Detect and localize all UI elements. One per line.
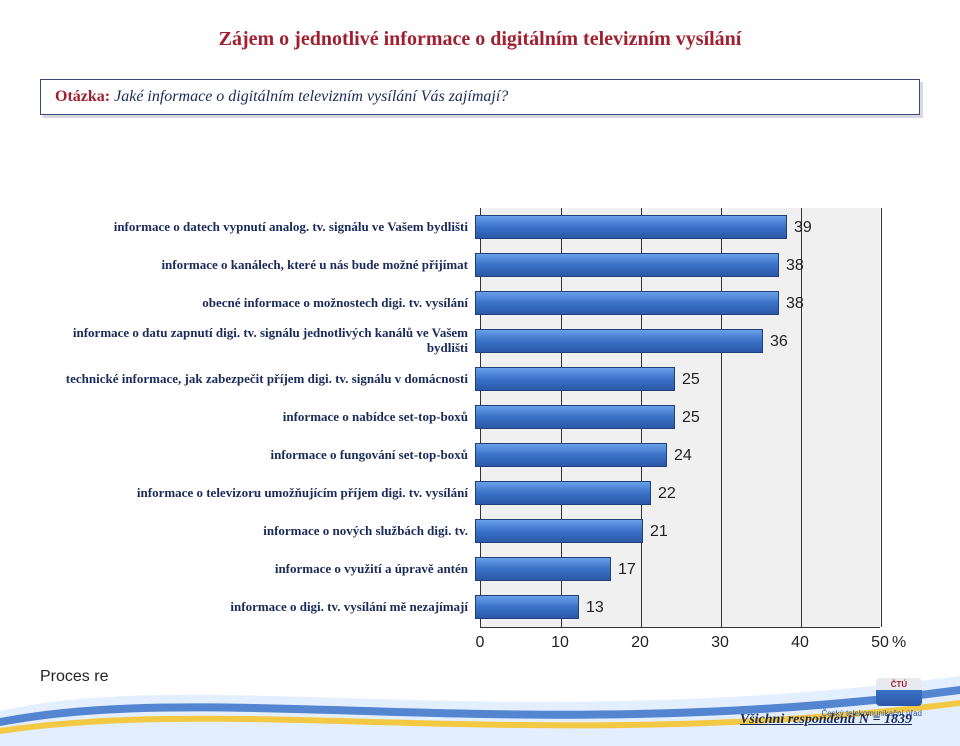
footer-sample-size: Všichni respondenti N = 1839: [740, 712, 912, 728]
bar-track: 25: [474, 405, 874, 429]
bar-value: 22: [658, 482, 676, 506]
bar: 25: [475, 367, 675, 391]
bar-track: 21: [474, 519, 874, 543]
chart-row: informace o nových službách digi. tv.21: [60, 514, 880, 548]
ctu-logo-base: [876, 690, 922, 706]
bar-value: 24: [674, 444, 692, 468]
bar: 17: [475, 557, 611, 581]
chart-row: obecné informace o možnostech digi. tv. …: [60, 286, 880, 320]
row-label: informace o kanálech, které u nás bude m…: [60, 258, 474, 273]
bar-track: 24: [474, 443, 874, 467]
bar: 13: [475, 595, 579, 619]
bar: 38: [475, 253, 779, 277]
x-tick: 40: [791, 634, 809, 652]
x-tick: 10: [551, 634, 569, 652]
bar-value: 39: [794, 216, 812, 240]
row-label: informace o nabídce set-top-boxů: [60, 410, 474, 425]
row-label: informace o využití a úpravě antén: [60, 562, 474, 577]
bar-track: 38: [474, 291, 874, 315]
x-tick: 0: [476, 634, 485, 652]
x-tick: 50: [871, 634, 889, 652]
chart-row: technické informace, jak zabezpečit příj…: [60, 362, 880, 396]
chart-row: informace o datu zapnutí digi. tv. signá…: [60, 324, 880, 358]
bar-value: 13: [586, 596, 604, 620]
chart-row: informace o fungování set-top-boxů24: [60, 438, 880, 472]
bar-track: 36: [474, 329, 874, 353]
bar-track: 22: [474, 481, 874, 505]
bar-value: 38: [786, 292, 804, 316]
row-label: informace o datech vypnutí analog. tv. s…: [60, 220, 474, 235]
chart-row: informace o kanálech, které u nás bude m…: [60, 248, 880, 282]
bar: 39: [475, 215, 787, 239]
row-label: technické informace, jak zabezpečit příj…: [60, 372, 474, 387]
bar-value: 36: [770, 330, 788, 354]
bar: 21: [475, 519, 643, 543]
page-title: Zájem o jednotlivé informace o digitální…: [0, 28, 960, 51]
ctu-logo-text: ČTÚ: [876, 678, 922, 690]
chart-row: informace o datech vypnutí analog. tv. s…: [60, 210, 880, 244]
question-text: Jaké informace o digitálním televizním v…: [114, 88, 508, 105]
truncated-background-text: Proces re: [40, 668, 108, 686]
question-prefix: Otázka:: [55, 88, 110, 105]
bar: 25: [475, 405, 675, 429]
row-label: informace o fungování set-top-boxů: [60, 448, 474, 463]
bar-track: 38: [474, 253, 874, 277]
bar-value: 17: [618, 558, 636, 582]
bar-track: 17: [474, 557, 874, 581]
bar: 36: [475, 329, 763, 353]
chart-row: informace o televizoru umožňujícím příje…: [60, 476, 880, 510]
x-tick: 30: [711, 634, 729, 652]
grid-line: [881, 208, 882, 627]
bar-value: 38: [786, 254, 804, 278]
bar-track: 25: [474, 367, 874, 391]
bar-value: 25: [682, 406, 700, 430]
bar-track: 39: [474, 215, 874, 239]
row-label: informace o nových službách digi. tv.: [60, 524, 474, 539]
row-label: informace o digi. tv. vysílání mě nezají…: [60, 600, 474, 615]
chart-row: informace o využití a úpravě antén17: [60, 552, 880, 586]
x-axis: 01020304050: [480, 630, 880, 654]
bar-value: 25: [682, 368, 700, 392]
ctu-logo: ČTÚ Český telekomunikační úřad: [876, 678, 922, 706]
row-label: informace o datu zapnutí digi. tv. signá…: [60, 326, 474, 356]
bar: 24: [475, 443, 667, 467]
x-tick: 20: [631, 634, 649, 652]
row-label: obecné informace o možnostech digi. tv. …: [60, 296, 474, 311]
bar-track: 13: [474, 595, 874, 619]
chart-row: informace o nabídce set-top-boxů25: [60, 400, 880, 434]
bar: 38: [475, 291, 779, 315]
x-axis-unit: %: [892, 634, 906, 652]
bar-value: 21: [650, 520, 668, 544]
row-label: informace o televizoru umožňujícím příje…: [60, 486, 474, 501]
chart-row: informace o digi. tv. vysílání mě nezají…: [60, 590, 880, 624]
question-box: Otázka: Jaké informace o digitálním tele…: [40, 79, 920, 115]
bars-container: informace o datech vypnutí analog. tv. s…: [60, 208, 880, 628]
bar: 22: [475, 481, 651, 505]
bar-chart: informace o datech vypnutí analog. tv. s…: [60, 198, 900, 678]
